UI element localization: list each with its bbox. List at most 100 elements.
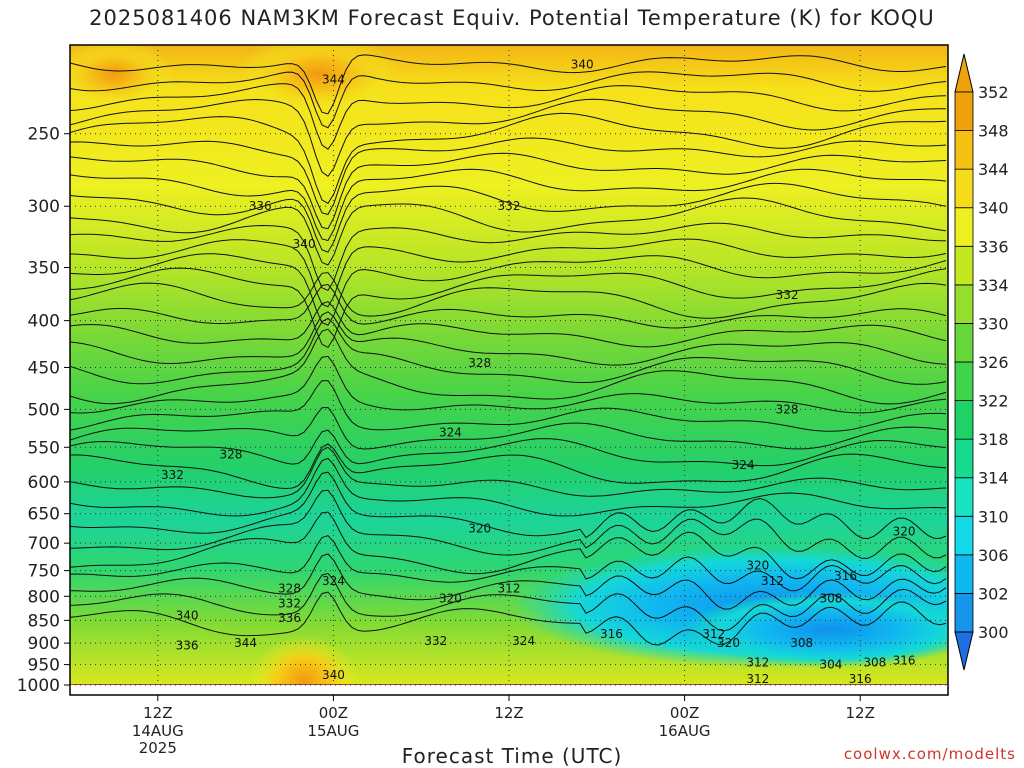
contour-label: 320 <box>893 525 916 539</box>
colorbar-band <box>954 593 974 633</box>
contour-label: 340 <box>293 237 316 251</box>
y-tick-label: 900 <box>28 634 60 654</box>
colorbar-max-arrow <box>954 53 974 93</box>
contour-label: 312 <box>761 574 784 588</box>
y-tick-label: 850 <box>28 611 60 631</box>
colorbar-label: 334 <box>978 276 1009 295</box>
x-axis-title: Forecast Time (UTC) <box>401 744 623 768</box>
contour-label: 336 <box>176 638 199 652</box>
contour-label: 316 <box>893 653 916 667</box>
colorbar-label: 310 <box>978 507 1009 526</box>
colorbar: 300 302 306 310 314 318 322 326 330 334 336 340 344 3… <box>954 53 1009 671</box>
contour-label: 308 <box>819 592 842 606</box>
contour-label: 320 <box>439 592 462 606</box>
colorbar-label: 326 <box>978 353 1009 372</box>
y-tick-label: 400 <box>28 312 60 332</box>
x-tick-label: 12Z <box>143 704 172 722</box>
y-tick-label: 500 <box>28 400 60 420</box>
contour-label: 324 <box>732 458 755 472</box>
x-tick-label: 00Z <box>319 704 348 722</box>
contour-label: 324 <box>322 574 345 588</box>
colorbar-band <box>954 323 974 363</box>
colorbar-band <box>954 207 974 247</box>
y-tick-label: 550 <box>28 438 60 458</box>
contour-label: 340 <box>176 609 199 623</box>
y-tick-label: 1000 <box>17 676 60 696</box>
ground-strip <box>70 684 948 685</box>
x-tick-label: 12Z <box>846 704 875 722</box>
colorbar-band <box>954 168 974 209</box>
warm-region <box>70 45 174 109</box>
contour-label: 324 <box>439 426 462 440</box>
contour-label: 340 <box>571 57 594 71</box>
contour-label: 328 <box>220 447 243 461</box>
colorbar-band <box>954 400 974 440</box>
contour-label: 316 <box>600 627 623 641</box>
x-tick-label: 00Z <box>670 704 699 722</box>
colorbar-band <box>954 284 974 324</box>
colorbar-band <box>954 245 974 286</box>
warm-region <box>249 636 360 685</box>
contour-label: 328 <box>468 356 491 370</box>
y-tick-label: 800 <box>28 587 60 607</box>
contour-label: 308 <box>790 636 813 650</box>
colorbar-band <box>954 130 974 170</box>
contour-label: 312 <box>746 672 769 686</box>
colorbar-band <box>954 515 974 556</box>
y-tick-label: 750 <box>28 562 60 582</box>
contour-label: 340 <box>322 668 345 682</box>
credit-text: coolwx.com/modelts <box>843 745 1016 763</box>
contour-label: 316 <box>849 672 872 686</box>
contour-label: 328 <box>278 582 301 596</box>
contour-lines <box>70 54 947 646</box>
contour-label: 332 <box>424 634 447 648</box>
x-tick-label: 12Z <box>494 704 523 722</box>
contour-label: 316 <box>834 569 857 583</box>
contour-label: 312 <box>702 627 725 641</box>
colorbar-label: 322 <box>978 392 1009 411</box>
x-tick-sublabel: 14AUG <box>132 722 184 740</box>
contour-label: 320 <box>468 522 491 536</box>
x-tick-sublabel: 16AUG <box>659 722 711 740</box>
contour-label: 344 <box>322 72 345 86</box>
contour-label: 324 <box>512 634 535 648</box>
x-tick-sublabel: 15AUG <box>307 722 359 740</box>
colorbar-label: 314 <box>978 469 1009 488</box>
colorbar-label: 348 <box>978 122 1009 141</box>
colorbar-band <box>954 477 974 517</box>
contour-label: 308 <box>863 656 886 670</box>
y-tick-label: 450 <box>28 358 60 378</box>
y-tick-label: 700 <box>28 534 60 554</box>
contour-label: 332 <box>498 199 521 213</box>
x-tick-sublabel: 2025 <box>139 739 177 757</box>
contour-label: 312 <box>498 582 521 596</box>
colorbar-label: 340 <box>978 199 1009 218</box>
colorbar-label: 300 <box>978 623 1009 642</box>
contour-label: 320 <box>717 636 740 650</box>
y-tick-label: 650 <box>28 505 60 525</box>
contour-label: 332 <box>278 597 301 611</box>
colorbar-label: 306 <box>978 546 1009 565</box>
cool-region <box>680 591 948 668</box>
contour-label: 332 <box>161 468 184 482</box>
colorbar-label: 302 <box>978 584 1009 603</box>
y-tick-label: 600 <box>28 473 60 493</box>
y-tick-label: 950 <box>28 656 60 676</box>
colorbar-min-arrow <box>954 631 974 671</box>
colorbar-band <box>954 361 974 401</box>
contour-label: 312 <box>746 656 769 670</box>
y-tick-label: 250 <box>28 125 60 145</box>
colorbar-label: 330 <box>978 314 1009 333</box>
contour-label: 336 <box>278 611 301 625</box>
contour-label: 332 <box>776 288 799 302</box>
colorbar-label: 344 <box>978 160 1009 179</box>
chart-title: 2025081406 NAM3KM Forecast Equiv. Potent… <box>89 6 935 30</box>
y-tick-label: 300 <box>28 197 60 217</box>
colorbar-label: 336 <box>978 237 1009 256</box>
contour-label: 320 <box>746 558 769 572</box>
colorbar-band <box>954 91 974 131</box>
contour-label: 328 <box>776 402 799 416</box>
